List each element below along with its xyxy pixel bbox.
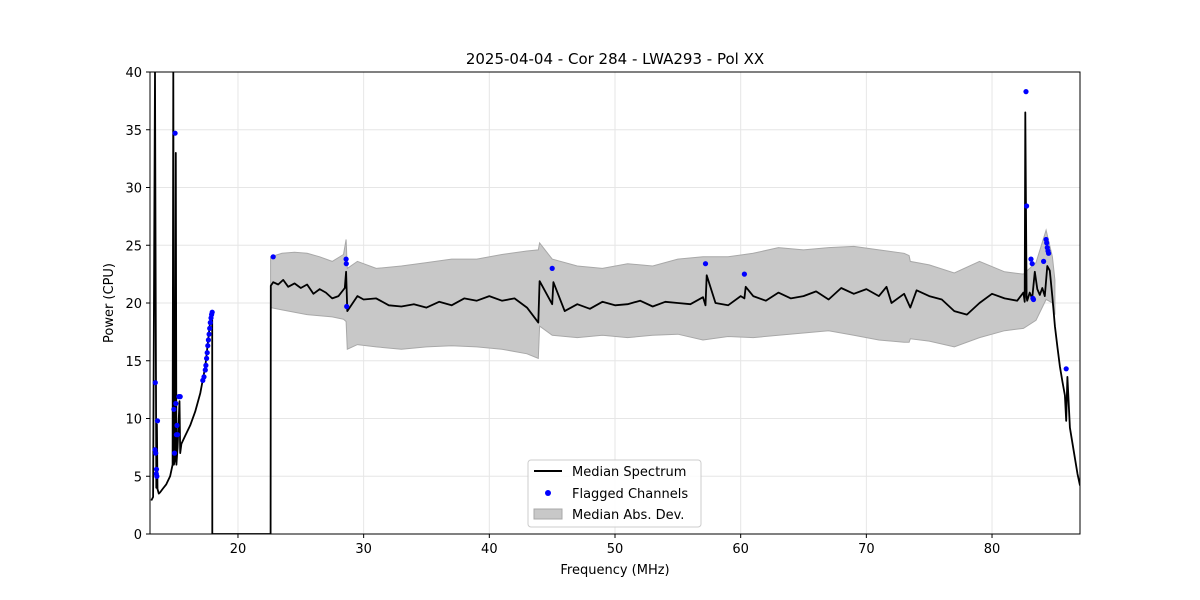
y-tick-label: 20 xyxy=(125,297,142,312)
x-tick-label: 80 xyxy=(984,542,1001,557)
flagged-channel-point xyxy=(172,130,178,136)
flagged-channel-point xyxy=(702,261,709,267)
flagged-channel-point xyxy=(207,320,213,326)
legend-label-mad: Median Abs. Dev. xyxy=(572,508,684,523)
x-tick-label: 30 xyxy=(355,542,372,557)
flagged-points-layer xyxy=(152,89,1069,479)
flagged-channel-point xyxy=(153,450,159,456)
flagged-channel-point xyxy=(1023,89,1029,95)
legend-band-swatch xyxy=(533,508,563,520)
y-tick-label: 40 xyxy=(125,66,142,81)
flagged-channel-point xyxy=(204,355,210,361)
flagged-channel-point xyxy=(154,418,161,424)
flagged-channel-point xyxy=(171,406,177,412)
legend-point-swatch xyxy=(545,490,551,496)
flagged-channel-point xyxy=(153,466,160,472)
flagged-channel-point xyxy=(1028,256,1034,262)
legend-box xyxy=(527,459,702,528)
flagged-channel-point xyxy=(175,432,181,438)
flagged-channel-point xyxy=(152,380,158,386)
y-tick-label: 0 xyxy=(134,528,142,543)
y-tick-label: 10 xyxy=(125,413,142,428)
flagged-channel-point xyxy=(154,473,160,479)
flagged-channel-point xyxy=(174,422,180,428)
flagged-channel-point xyxy=(1041,258,1047,264)
x-axis-label: Frequency (MHz) xyxy=(560,563,669,578)
median-line-layer xyxy=(150,72,1080,534)
flagged-channel-point xyxy=(549,265,555,271)
y-axis-label: Power (CPU) xyxy=(102,263,117,343)
x-tick-label: 20 xyxy=(230,542,247,557)
chart-title: 2025-04-04 - Cor 284 - LWA293 - Pol XX xyxy=(466,50,764,68)
flagged-channel-point xyxy=(177,394,183,400)
flagged-channel-point xyxy=(344,303,350,310)
flagged-channel-point xyxy=(173,400,179,407)
flagged-channel-point xyxy=(203,362,209,368)
flagged-channel-point xyxy=(1063,366,1069,372)
flagged-channel-point xyxy=(741,271,748,277)
y-tick-label: 15 xyxy=(125,355,142,370)
flagged-channel-point xyxy=(201,374,207,380)
legend-label-flagged: Flagged Channels xyxy=(572,487,688,502)
flagged-channel-point xyxy=(206,331,212,337)
flagged-channel-point xyxy=(205,337,211,343)
flagged-channel-point xyxy=(207,325,213,331)
flagged-channel-point xyxy=(171,450,178,456)
mad-band-layer xyxy=(270,228,1056,360)
x-tick-label: 70 xyxy=(858,542,875,557)
y-tick-label: 5 xyxy=(134,470,142,485)
flagged-channel-point xyxy=(202,367,208,373)
y-tick-label: 35 xyxy=(125,124,142,139)
mad-band xyxy=(270,228,1056,360)
flagged-channel-point xyxy=(1046,250,1052,256)
legend-label-median: Median Spectrum xyxy=(572,465,686,480)
flagged-channel-point xyxy=(1029,261,1035,267)
tick-layer: 20 30 40 50 60 70 80 0 5 10 15 20 25 30 35 40 xyxy=(125,66,1000,557)
flagged-channel-point xyxy=(205,343,211,349)
legend: Median Spectrum Flagged Channels Median … xyxy=(527,459,702,528)
flagged-channel-point xyxy=(343,261,349,267)
flagged-channel-point xyxy=(1044,240,1050,246)
median-spectrum-line xyxy=(150,72,1080,534)
flagged-channel-point xyxy=(1024,203,1030,209)
flagged-channel-point xyxy=(270,254,276,260)
y-tick-label: 25 xyxy=(125,239,142,254)
flagged-channel-point xyxy=(209,309,215,315)
x-tick-label: 40 xyxy=(481,542,498,557)
y-tick-label: 30 xyxy=(125,182,142,197)
flagged-channel-point xyxy=(343,256,349,262)
flagged-channel-point xyxy=(1030,296,1037,303)
x-tick-label: 50 xyxy=(607,542,624,557)
flagged-channel-point xyxy=(204,350,210,356)
x-tick-label: 60 xyxy=(732,542,749,557)
